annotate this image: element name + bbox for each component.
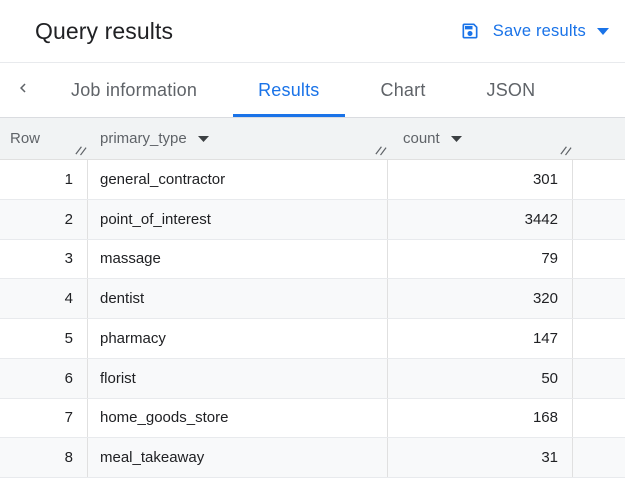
panel-header: Query results Save results — [0, 0, 625, 63]
save-results-button[interactable]: Save results — [456, 15, 613, 47]
filler-cell — [573, 279, 625, 318]
chevron-left-icon — [14, 79, 32, 102]
table-row: 1 general_contractor 301 — [0, 160, 625, 200]
filler-cell — [573, 160, 625, 199]
sort-caret-icon[interactable] — [197, 135, 209, 142]
tab-results[interactable]: Results — [233, 63, 345, 117]
row-number-cell: 8 — [0, 438, 88, 477]
primary-type-cell: meal_takeaway — [88, 438, 388, 477]
dropdown-caret-icon — [597, 27, 609, 35]
column-resize-handle-icon[interactable] — [374, 143, 387, 156]
count-cell: 79 — [388, 239, 573, 279]
scroll-tabs-left-button[interactable] — [0, 63, 46, 117]
row-number-cell: 4 — [0, 279, 88, 318]
table-header-row: Row primary_type count — [0, 118, 625, 160]
filler-cell — [573, 438, 625, 477]
count-cell: 301 — [388, 160, 573, 199]
column-header-filler — [573, 118, 625, 159]
row-number-cell: 5 — [0, 319, 88, 358]
count-cell: 3442 — [388, 199, 573, 239]
sort-caret-icon[interactable] — [450, 135, 462, 142]
primary-type-cell: pharmacy — [88, 319, 388, 358]
filler-cell — [573, 200, 625, 239]
table-row: 4 dentist 320 — [0, 279, 625, 319]
column-resize-handle-icon[interactable] — [559, 143, 572, 156]
primary-type-cell: general_contractor — [88, 160, 388, 199]
count-cell: 31 — [388, 438, 573, 477]
filler-cell — [573, 399, 625, 438]
row-number-cell: 1 — [0, 160, 88, 199]
table-row: 3 massage 79 — [0, 239, 625, 280]
column-label: Row — [10, 130, 41, 147]
column-header-count[interactable]: count — [388, 118, 573, 159]
count-cell: 168 — [388, 398, 573, 438]
column-header-row: Row — [0, 118, 88, 159]
row-number-cell: 7 — [0, 398, 88, 438]
count-cell: 320 — [388, 279, 573, 318]
table-row: 2 point_of_interest 3442 — [0, 199, 625, 240]
table-row: 5 pharmacy 147 — [0, 319, 625, 359]
save-results-label: Save results — [492, 21, 586, 40]
save-icon — [460, 21, 480, 41]
table-row: 7 home_goods_store 168 — [0, 398, 625, 439]
row-number-cell: 2 — [0, 199, 88, 239]
results-table-body: 1 general_contractor 301 2 point_of_inte… — [0, 160, 625, 478]
column-label: count — [403, 130, 440, 147]
primary-type-cell: home_goods_store — [88, 398, 388, 438]
page-title: Query results — [35, 17, 174, 44]
table-row: 8 meal_takeaway 31 — [0, 438, 625, 478]
primary-type-cell: florist — [88, 358, 388, 398]
tab-label: JSON — [486, 79, 536, 100]
filler-cell — [573, 240, 625, 279]
filler-cell — [573, 359, 625, 398]
column-header-primary-type[interactable]: primary_type — [88, 118, 388, 159]
tab-label: Chart — [380, 79, 426, 100]
column-label: primary_type — [100, 130, 187, 147]
tab-label: Results — [258, 79, 320, 100]
primary-type-cell: dentist — [88, 279, 388, 318]
column-resize-handle-icon[interactable] — [74, 143, 87, 156]
row-number-cell: 6 — [0, 358, 88, 398]
tab-bar: Job information Results Chart JSON — [0, 63, 625, 118]
tab-chart[interactable]: Chart — [356, 63, 451, 117]
row-number-cell: 3 — [0, 239, 88, 279]
tab-job-information[interactable]: Job information — [46, 63, 222, 117]
count-cell: 50 — [388, 358, 573, 398]
table-row: 6 florist 50 — [0, 358, 625, 399]
primary-type-cell: point_of_interest — [88, 199, 388, 239]
tab-label: Job information — [71, 79, 198, 100]
filler-cell — [573, 319, 625, 358]
primary-type-cell: massage — [88, 239, 388, 279]
count-cell: 147 — [388, 319, 573, 358]
tab-json[interactable]: JSON — [462, 63, 561, 117]
